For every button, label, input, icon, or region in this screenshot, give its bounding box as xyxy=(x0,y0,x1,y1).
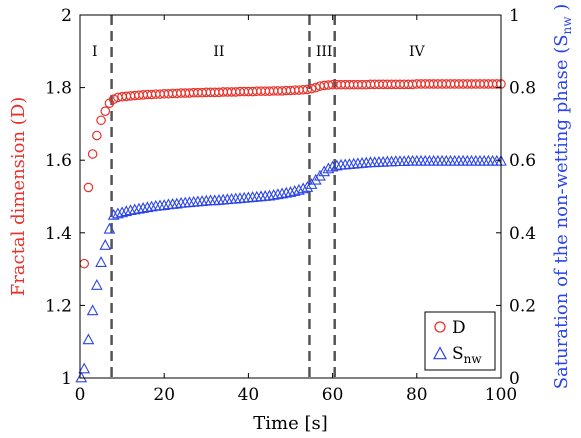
y-right-tick-label-0: 0 xyxy=(509,369,520,389)
snw-point-13 xyxy=(128,203,141,215)
y-right-tick-label-5: 1 xyxy=(509,6,520,26)
right-y-axis-label-close: ) xyxy=(551,4,572,17)
legend: D Snw xyxy=(424,311,496,371)
snw-point-7 xyxy=(103,222,116,234)
x-tick-label-2: 40 xyxy=(238,385,260,405)
y-left-tick-label-1: 1.2 xyxy=(45,296,72,316)
snw-point-16 xyxy=(141,201,154,213)
snw-point-51 xyxy=(288,184,301,196)
snw-point-5 xyxy=(95,256,107,267)
axis-ticks xyxy=(79,14,502,379)
d-point-2 xyxy=(87,149,98,159)
snw-point-14 xyxy=(133,202,145,214)
d-point-0 xyxy=(79,258,90,269)
series-saturation xyxy=(75,154,507,383)
snw-point-45 xyxy=(263,189,276,201)
right-y-axis-label: Saturation of the non-wetting phase (Snw… xyxy=(551,4,574,390)
y-right-tick-label-2: 0.4 xyxy=(509,224,536,244)
region-label-3: III xyxy=(316,44,333,60)
snw-point-48 xyxy=(276,187,288,199)
region-dividers xyxy=(110,15,336,378)
snw-point-54 xyxy=(301,180,314,192)
snw-point-3 xyxy=(86,304,99,316)
snw-point-11 xyxy=(120,205,133,217)
snw-point-12 xyxy=(124,204,137,216)
legend-box xyxy=(424,311,496,371)
snw-point-56 xyxy=(309,173,322,185)
snw-point-59 xyxy=(322,162,335,174)
region-label-4: IV xyxy=(409,44,426,60)
snw-point-49 xyxy=(280,186,293,198)
snw-point-2 xyxy=(82,333,95,345)
right-y-axis-label-sub: nw xyxy=(560,16,574,35)
snw-point-46 xyxy=(267,188,280,200)
legend-marker-snw xyxy=(432,346,448,360)
legend-label-snw-sub: nw xyxy=(464,352,483,366)
d-point-7 xyxy=(108,94,119,105)
y-left-tick-label-4: 1.8 xyxy=(45,79,72,99)
legend-label-snw: Snw xyxy=(452,344,482,366)
snw-point-10 xyxy=(116,206,128,218)
snw-point-53 xyxy=(297,182,310,194)
legend-label-d: D xyxy=(452,318,466,338)
snw-point-17 xyxy=(145,200,158,212)
region-labels: I II III IV xyxy=(92,44,426,60)
snw-point-52 xyxy=(293,183,305,195)
x-tick-label-0: 0 xyxy=(75,385,86,405)
d-point-3 xyxy=(92,130,102,141)
x-tick-label-1: 20 xyxy=(153,385,175,405)
series-fractal-dimension xyxy=(79,79,506,269)
d-point-1 xyxy=(83,182,94,193)
y-left-tick-label-0: 1 xyxy=(61,369,72,389)
y-left-tick-label-5: 2 xyxy=(61,6,72,26)
plot-frame xyxy=(79,14,502,379)
snw-point-50 xyxy=(284,186,297,197)
snw-point-6 xyxy=(99,239,112,250)
snw-point-47 xyxy=(271,188,284,200)
d-point-54 xyxy=(306,83,317,94)
x-tick-label-4: 80 xyxy=(406,385,428,405)
y-left-tick-label-2: 1.4 xyxy=(45,224,72,244)
right-y-axis-label-main: Saturation of the non-wetting phase (S xyxy=(551,34,572,389)
y-right-tick-label-1: 0.2 xyxy=(509,296,536,316)
left-y-axis-label: Fractal dimension (D) xyxy=(8,97,29,297)
y-right-tick-label-3: 0.6 xyxy=(509,151,536,171)
x-tick-label-5: 100 xyxy=(485,385,517,405)
snw-point-58 xyxy=(318,165,331,177)
region-label-2: II xyxy=(213,44,224,60)
x-axis-label: Time [s] xyxy=(253,413,328,434)
region-label-1: I xyxy=(92,44,98,60)
y-right-tick-label-4: 0.8 xyxy=(509,79,536,99)
y-left-tick-label-3: 1.6 xyxy=(45,151,72,171)
snw-point-15 xyxy=(137,202,150,213)
snw-point-60 xyxy=(326,160,339,172)
snw-point-0 xyxy=(75,371,88,383)
snw-point-4 xyxy=(90,278,103,290)
snw-point-8 xyxy=(107,208,120,220)
d-point-4 xyxy=(96,115,106,126)
snw-point-20 xyxy=(158,199,171,210)
x-tick-label-3: 60 xyxy=(322,385,344,405)
snw-point-1 xyxy=(78,362,91,374)
snw-point-23 xyxy=(170,197,183,209)
d-point-5 xyxy=(100,106,111,116)
legend-marker-d xyxy=(434,321,446,333)
snw-point-61 xyxy=(330,159,343,171)
snw-point-9 xyxy=(112,207,124,219)
legend-label-snw-main: S xyxy=(452,344,464,364)
